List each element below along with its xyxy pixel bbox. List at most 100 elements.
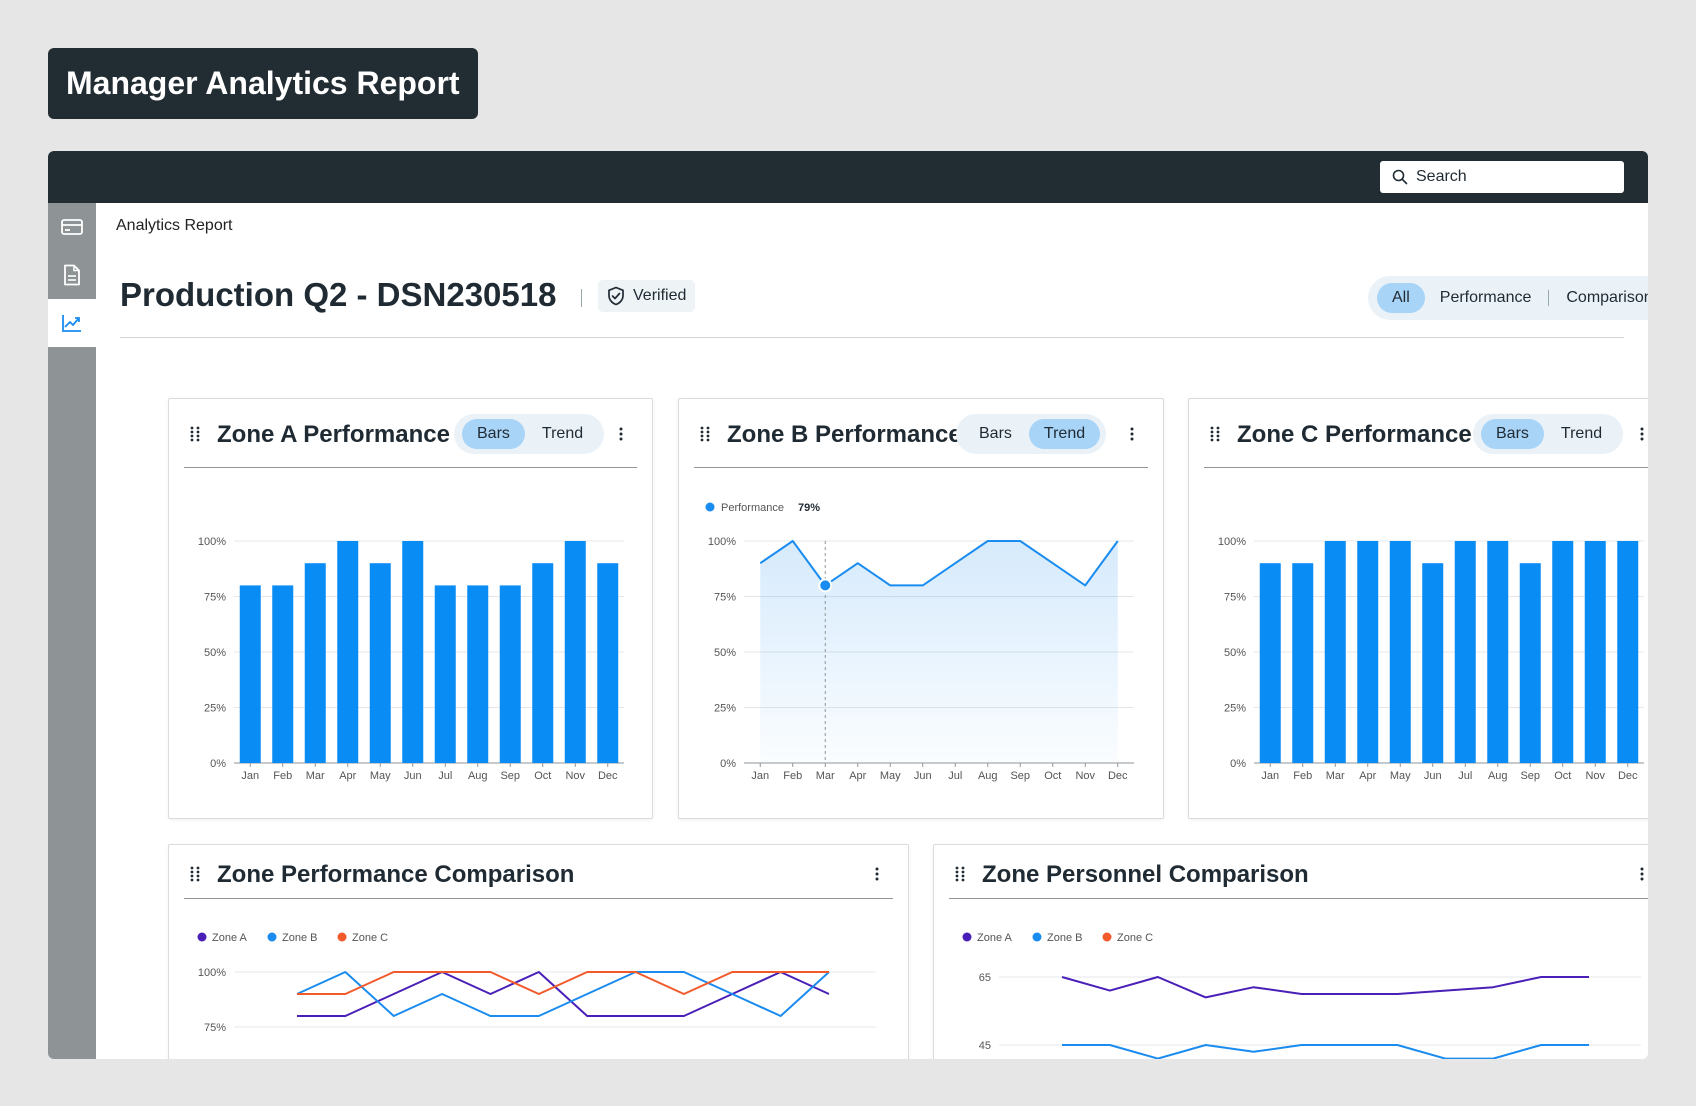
x-tick-label: Feb — [783, 770, 802, 782]
legend-marker — [1102, 932, 1112, 942]
legend-value: 79% — [798, 502, 820, 514]
drag-handle-icon[interactable] — [1209, 426, 1221, 442]
x-tick-label: Jun — [914, 770, 932, 782]
card-title: Zone C Performance — [1237, 421, 1472, 448]
drag-handle-icon[interactable] — [189, 426, 201, 442]
x-tick-label: Apr — [849, 770, 866, 782]
more-options-icon[interactable] — [611, 424, 631, 444]
document-icon — [64, 264, 80, 286]
view-toggle: Bars Trend — [956, 414, 1106, 454]
x-tick-label: Mar — [306, 770, 325, 782]
y-tick-label: 75% — [204, 1022, 226, 1034]
x-tick-label: Jun — [404, 770, 422, 782]
sidebar-item-analytics[interactable] — [48, 299, 96, 347]
status-badge-label: Verified — [633, 287, 687, 304]
drag-handle-icon[interactable] — [189, 866, 201, 882]
card-header: Zone C Performance Bars Trend — [1204, 399, 1648, 468]
toggle-bars[interactable]: Bars — [1481, 419, 1544, 449]
toggle-bars[interactable]: Bars — [462, 419, 525, 449]
x-tick-label: Oct — [1554, 770, 1571, 782]
more-options-icon[interactable] — [1632, 424, 1648, 444]
legend-label: Zone C — [352, 932, 388, 944]
bar-mar — [1324, 541, 1346, 763]
x-tick-label: Jun — [1424, 770, 1442, 782]
x-tick-label: Jul — [438, 770, 452, 782]
title-divider — [581, 289, 582, 307]
breadcrumb[interactable]: Analytics Report — [116, 217, 233, 234]
bar-jul — [1454, 541, 1476, 763]
view-toggle: Bars Trend — [1473, 414, 1623, 454]
x-tick-label: Aug — [1488, 770, 1508, 782]
y-tick-label: 50% — [204, 647, 226, 659]
bar-oct — [532, 563, 554, 763]
x-tick-label: Mar — [816, 770, 835, 782]
search-input[interactable] — [1416, 168, 1606, 186]
more-options-icon[interactable] — [1632, 864, 1648, 884]
x-tick-label: May — [370, 770, 391, 782]
bar-jun — [1422, 563, 1444, 763]
x-tick-label: May — [880, 770, 901, 782]
more-options-icon[interactable] — [1122, 424, 1142, 444]
toggle-trend[interactable]: Trend — [1028, 419, 1101, 449]
drag-handle-icon[interactable] — [954, 866, 966, 882]
x-tick-label: Aug — [468, 770, 488, 782]
x-tick-label: Jan — [751, 770, 769, 782]
bar-jul — [434, 585, 456, 763]
zone-personnel-comparison-chart: Zone A Zone B Zone C 45 65 — [962, 932, 1641, 1059]
x-tick-label: Feb — [1293, 770, 1312, 782]
filter-comparison[interactable]: Comparison — [1566, 289, 1648, 306]
sidebar — [48, 203, 96, 1059]
series-line-zone-b — [1062, 1044, 1589, 1059]
legend-label: Performance — [721, 502, 784, 514]
zone-b-trend-chart: Performance 79% 0% 25% 50% 75% 100% Jan Feb Mar… — [705, 502, 1134, 782]
y-tick-label: 50% — [714, 647, 736, 659]
page-title: Production Q2 - DSN230518 — [120, 276, 557, 313]
x-tick-label: Dec — [1618, 770, 1638, 782]
sidebar-item-documents[interactable] — [48, 251, 96, 299]
bar-nov — [564, 541, 586, 763]
zone-a-card: Zone A Performance Bars Trend 0% 25% 50% 75… — [168, 398, 653, 819]
x-tick-label: May — [1390, 770, 1411, 782]
x-tick-label: Jul — [948, 770, 962, 782]
card-title: Zone A Performance — [217, 421, 450, 448]
drag-handle-icon[interactable] — [699, 426, 711, 442]
x-tick-label: Nov — [1075, 770, 1095, 782]
toggle-trend[interactable]: Trend — [541, 425, 584, 442]
y-tick-label: 0% — [720, 758, 736, 770]
y-tick-label: 100% — [708, 536, 736, 548]
y-tick-label: 0% — [1230, 758, 1246, 770]
bar-aug — [1487, 541, 1509, 763]
legend-label: Zone B — [282, 932, 317, 944]
bar-may — [1389, 541, 1411, 763]
sidebar-item-cards[interactable] — [48, 203, 96, 251]
main-content: Analytics Report Production Q2 - DSN2305… — [96, 203, 1648, 1059]
search-box[interactable] — [1380, 161, 1624, 193]
legend-label: Zone B — [1047, 932, 1082, 944]
series-line-zone-a — [1061, 976, 1589, 999]
toggle-trend[interactable]: Trend — [1560, 425, 1603, 442]
y-tick-label: 75% — [714, 592, 736, 604]
trend-area — [760, 541, 1118, 763]
toggle-bars[interactable]: Bars — [979, 425, 1012, 442]
y-tick-label: 100% — [198, 536, 226, 548]
card-header: Zone A Performance Bars Trend — [184, 399, 637, 468]
x-tick-label: Oct — [1044, 770, 1061, 782]
bar-dec — [1617, 541, 1639, 763]
more-options-icon[interactable] — [867, 864, 887, 884]
y-tick-label: 25% — [714, 703, 736, 715]
card-header: Zone B Performance Bars Trend — [694, 399, 1148, 468]
x-tick-label: Feb — [273, 770, 292, 782]
trend-line — [759, 540, 1119, 587]
view-toggle: Bars Trend — [454, 414, 604, 454]
header-divider — [120, 337, 1624, 338]
legend-marker — [962, 932, 972, 942]
x-tick-label: Sep — [500, 770, 520, 782]
y-tick-label: 25% — [1224, 703, 1246, 715]
view-filter: All Performance Comparison — [1368, 276, 1648, 320]
y-tick-label: 75% — [1224, 592, 1246, 604]
filter-all[interactable]: All — [1377, 283, 1425, 313]
bar-sep — [499, 585, 521, 763]
bar-feb — [1292, 563, 1314, 763]
y-tick-label: 0% — [210, 758, 226, 770]
filter-performance[interactable]: Performance — [1439, 289, 1532, 306]
